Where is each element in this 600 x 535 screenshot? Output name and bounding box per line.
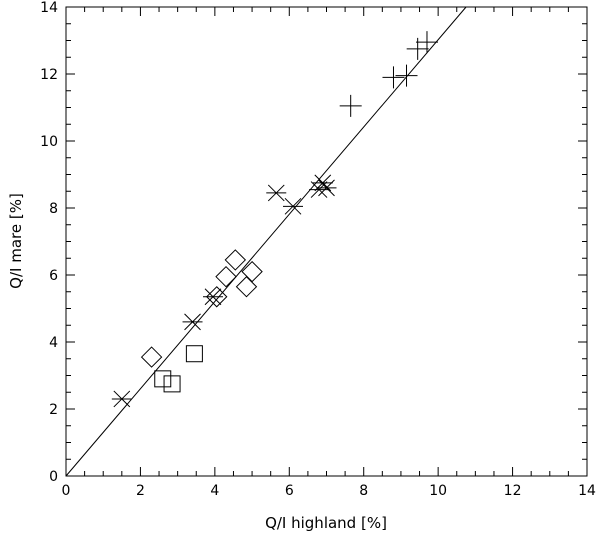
- axis-ticks: [65, 6, 588, 477]
- x-tick-label: 8: [359, 483, 368, 499]
- plus-marker: [382, 66, 405, 89]
- diamond-marker: [140, 346, 163, 368]
- square-marker: [185, 345, 203, 363]
- plus-marker: [415, 31, 438, 54]
- asterisk-marker: [111, 390, 132, 408]
- asterisk-marker: [266, 184, 287, 202]
- x-tick-label: 0: [62, 483, 71, 499]
- y-axis-label: Q/I mare [%]: [7, 193, 25, 289]
- x-tick-label: 6: [285, 483, 294, 499]
- square-marker: [163, 375, 181, 393]
- y-tick-label: 12: [40, 67, 58, 83]
- diamond-marker: [235, 276, 258, 298]
- x-tick-label: 14: [578, 483, 596, 499]
- diamond-marker: [215, 265, 237, 288]
- y-tick-label: 8: [49, 201, 58, 217]
- axis-tick-labels: 0 2 4 6 8 10 12 14 0 2 4 6 8 10 12 14: [40, 0, 596, 499]
- x-tick-label: 10: [429, 483, 447, 499]
- x-tick-label: 2: [136, 483, 145, 499]
- y-tick-label: 2: [49, 402, 58, 418]
- y-tick-label: 6: [49, 268, 58, 284]
- y-tick-label: 10: [40, 134, 58, 150]
- y-tick-label: 14: [40, 0, 58, 16]
- diamond-marker: [206, 286, 228, 308]
- data-markers: [111, 31, 438, 408]
- fit-line: [65, 6, 467, 477]
- asterisk-marker: [316, 179, 337, 197]
- plus-marker: [406, 37, 429, 60]
- asterisk-marker: [312, 174, 333, 192]
- square-marker: [154, 370, 172, 388]
- x-tick-label: 4: [210, 483, 219, 499]
- x-axis-label: Q/I highland [%]: [265, 514, 387, 532]
- plus-marker: [339, 94, 362, 117]
- diamond-marker: [224, 249, 247, 271]
- y-tick-label: 4: [49, 335, 58, 351]
- plus-marker: [395, 64, 418, 87]
- asterisk-marker: [182, 313, 203, 331]
- x-tick-label: 12: [504, 483, 522, 499]
- asterisk-marker: [283, 197, 304, 215]
- diamond-marker: [241, 260, 263, 283]
- plot-frame: [65, 6, 588, 477]
- y-tick-label: 0: [49, 469, 58, 485]
